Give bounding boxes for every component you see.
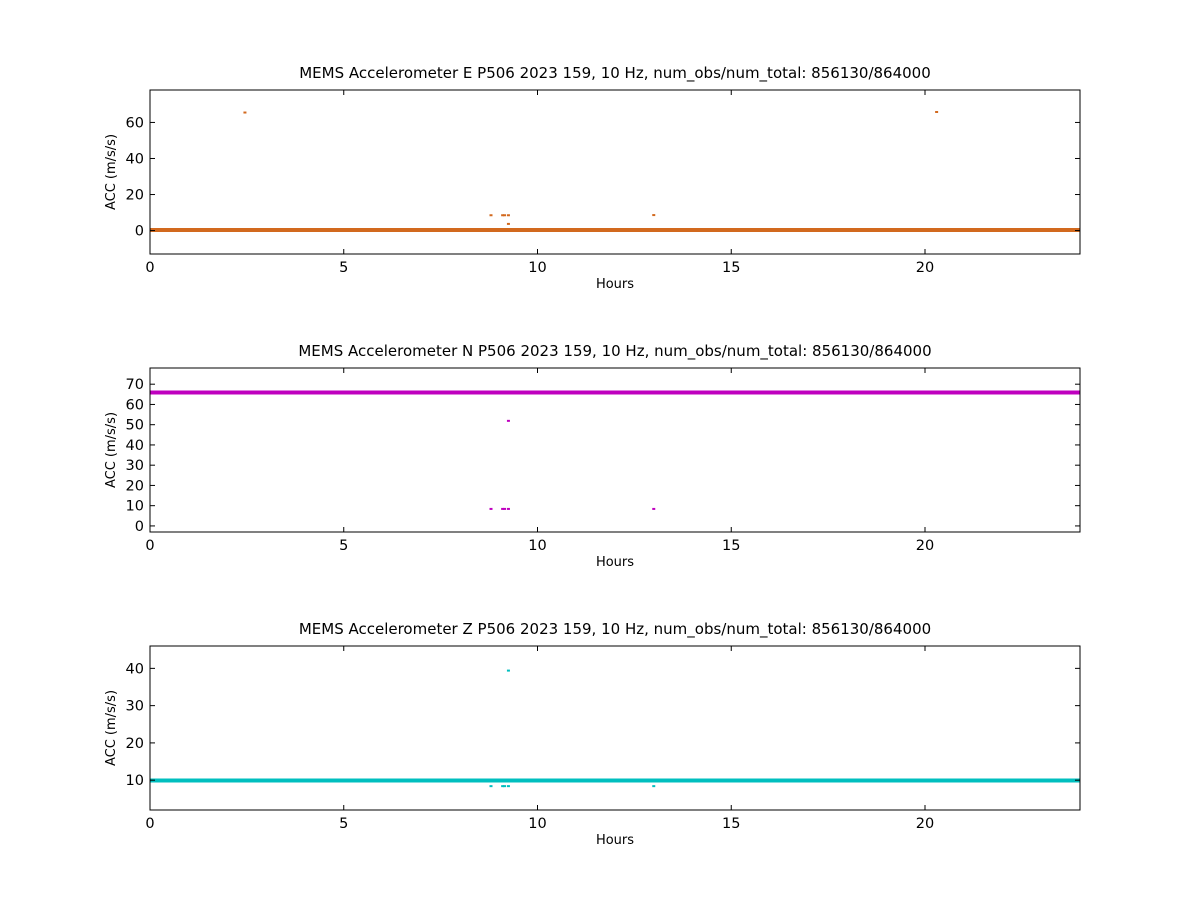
- y-tick-label: 40: [126, 438, 144, 454]
- chart-title: MEMS Accelerometer N P506 2023 159, 10 H…: [298, 342, 931, 361]
- plot-frame: [149, 89, 1081, 255]
- chart-panel-3: MEMS Accelerometer Z P506 2023 159, 10 H…: [104, 620, 1081, 848]
- plot-frame: [149, 645, 1081, 811]
- data-point: [503, 507, 507, 510]
- y-axis-label: ACC (m/s/s): [104, 412, 119, 488]
- x-tick-label: 5: [339, 538, 348, 554]
- y-tick-label: 40: [126, 661, 144, 677]
- data-point: [506, 669, 510, 672]
- y-tick-label: 10: [126, 499, 144, 515]
- x-tick-label: 10: [528, 260, 546, 276]
- x-axis-label: Hours: [596, 277, 634, 292]
- y-tick-label: 60: [126, 397, 144, 413]
- y-tick-label: 30: [126, 699, 144, 715]
- x-tick-label: 5: [339, 816, 348, 832]
- data-point: [506, 222, 510, 225]
- data-point: [652, 785, 656, 788]
- plot-frame: [149, 367, 1081, 533]
- y-tick-label: 20: [126, 478, 144, 494]
- data-point: [489, 214, 493, 217]
- x-tick-label: 10: [528, 538, 546, 554]
- x-tick-label: 5: [339, 260, 348, 276]
- data-point: [503, 214, 507, 217]
- data-point: [501, 507, 505, 510]
- x-tick-label: 20: [916, 538, 934, 554]
- x-tick-label: 20: [916, 816, 934, 832]
- data-point: [652, 214, 656, 217]
- chart-panel-2: MEMS Accelerometer N P506 2023 159, 10 H…: [104, 342, 1081, 570]
- chart-panel-1: MEMS Accelerometer E P506 2023 159, 10 H…: [104, 64, 1081, 292]
- data-point: [506, 214, 510, 217]
- y-tick-label: 10: [126, 773, 144, 789]
- x-tick-label: 20: [916, 260, 934, 276]
- data-point: [935, 110, 939, 113]
- data-point: [501, 214, 505, 217]
- y-axis-label: ACC (m/s/s): [104, 690, 119, 766]
- y-tick-label: 0: [135, 519, 144, 535]
- data-point: [243, 111, 247, 114]
- y-tick-label: 70: [126, 377, 144, 393]
- y-tick-label: 0: [135, 224, 144, 240]
- y-tick-label: 20: [126, 188, 144, 204]
- y-axis-label: ACC (m/s/s): [104, 134, 119, 210]
- data-point: [506, 507, 510, 510]
- y-tick-label: 60: [126, 115, 144, 131]
- x-axis-label: Hours: [596, 555, 634, 570]
- y-tick-label: 50: [126, 418, 144, 434]
- data-point: [652, 507, 656, 510]
- chart-title: MEMS Accelerometer Z P506 2023 159, 10 H…: [299, 620, 931, 639]
- x-tick-label: 15: [722, 816, 740, 832]
- x-tick-label: 15: [722, 538, 740, 554]
- x-tick-label: 0: [145, 260, 154, 276]
- chart-title: MEMS Accelerometer E P506 2023 159, 10 H…: [299, 64, 931, 83]
- x-tick-label: 0: [145, 816, 154, 832]
- y-tick-label: 40: [126, 151, 144, 167]
- data-point: [489, 785, 493, 788]
- data-point: [501, 785, 505, 788]
- x-tick-label: 10: [528, 816, 546, 832]
- data-point: [503, 785, 507, 788]
- y-tick-label: 20: [126, 736, 144, 752]
- data-point: [506, 785, 510, 788]
- x-axis-label: Hours: [596, 833, 634, 848]
- x-tick-label: 0: [145, 538, 154, 554]
- data-point: [489, 507, 493, 510]
- data-point: [506, 419, 510, 422]
- y-tick-label: 30: [126, 458, 144, 474]
- x-tick-label: 15: [722, 260, 740, 276]
